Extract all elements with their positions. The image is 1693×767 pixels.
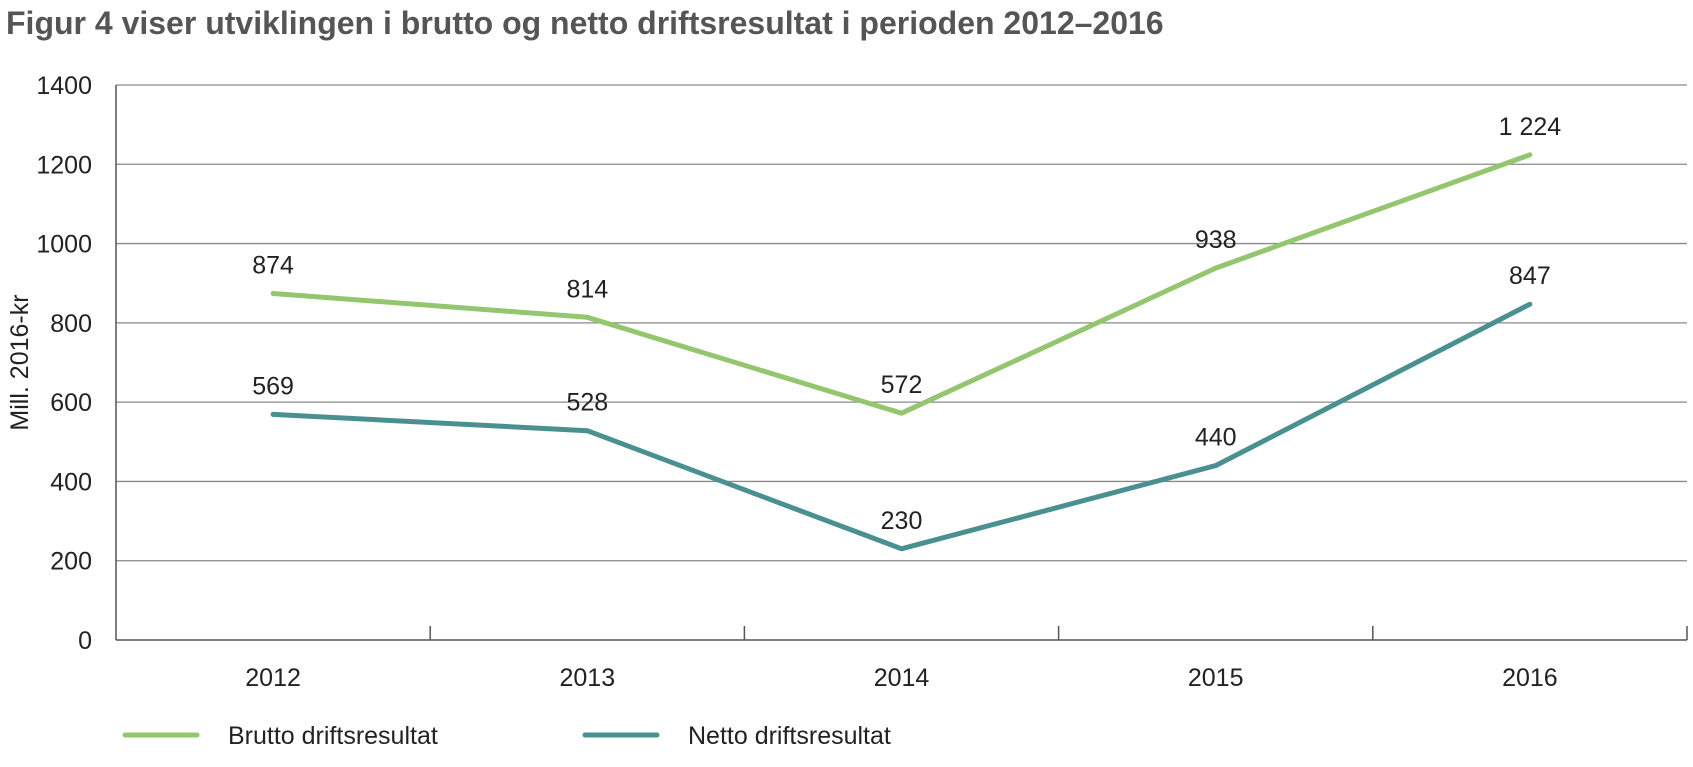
y-tick-label: 200 — [50, 548, 92, 576]
data-label: 1 224 — [1499, 113, 1562, 141]
y-tick-label: 1000 — [36, 231, 92, 259]
x-tick-label: 2013 — [559, 664, 615, 692]
chart-title: Figur 4 viser utviklingen i brutto og ne… — [6, 5, 1164, 41]
data-label: 440 — [1195, 424, 1237, 452]
y-axis-label: Mill. 2016-kr — [6, 294, 34, 430]
data-label: 814 — [566, 275, 608, 303]
data-label: 847 — [1509, 262, 1551, 290]
x-tick-label: 2012 — [245, 664, 301, 692]
data-label: 938 — [1195, 226, 1237, 254]
data-label: 230 — [881, 507, 923, 535]
y-tick-label: 1200 — [36, 151, 92, 179]
y-tick-label: 0 — [78, 627, 92, 655]
y-tick-label: 1400 — [36, 72, 92, 100]
x-tick-label: 2016 — [1502, 664, 1558, 692]
data-label: 874 — [252, 252, 294, 280]
y-tick-label: 800 — [50, 310, 92, 338]
series-line — [270, 152, 1533, 416]
x-tick-label: 2014 — [874, 664, 930, 692]
data-label: 569 — [252, 372, 294, 400]
legend-label: Brutto driftsresultat — [228, 722, 438, 750]
data-label: 572 — [881, 371, 923, 399]
data-label: 528 — [566, 389, 608, 417]
y-tick-label: 600 — [50, 389, 92, 417]
gridlines — [116, 84, 1687, 562]
series-line — [270, 301, 1533, 552]
y-tick-label: 400 — [50, 468, 92, 496]
x-tick-label: 2015 — [1188, 664, 1244, 692]
legend-label: Netto driftsresultat — [688, 722, 891, 750]
series-lines — [270, 152, 1533, 552]
data-labels: 874 814 572 938 1 224 569 528 230 440 847 — [252, 113, 1561, 535]
legend: Brutto driftsresultat Netto driftsresulta… — [122, 722, 891, 750]
axes: 0 200 400 600 800 1000 1200 1400 2012 2013 2014 201… — [6, 72, 1688, 692]
